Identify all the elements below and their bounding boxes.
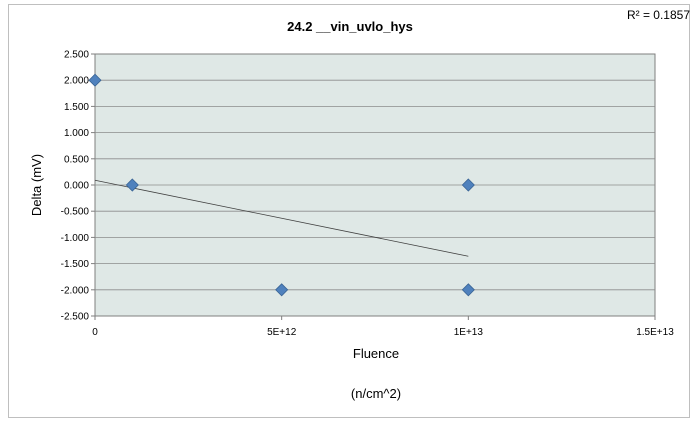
x-tick-label: 0 (92, 327, 98, 338)
y-tick-label: 1.500 (64, 102, 89, 113)
y-tick-label: -2.500 (61, 312, 90, 323)
x-axis-unit-label: (n/cm^2) (351, 386, 401, 401)
chart-title: 24.2 __vin_uvlo_hys (287, 19, 413, 34)
x-tick-label: 1.5E+13 (636, 327, 674, 338)
data-point-marker (461, 283, 475, 297)
data-point-marker (275, 283, 289, 297)
data-point-marker (88, 73, 102, 87)
y-tick-label: 1.000 (64, 128, 89, 139)
r-squared-label: R² = 0.1857 (627, 8, 690, 22)
y-tick-label: -2.000 (61, 285, 90, 296)
y-tick-label: 0.000 (64, 181, 89, 192)
data-point-marker (125, 178, 139, 192)
y-tick-label: -1.000 (61, 233, 90, 244)
x-tick-label: 1E+13 (454, 327, 484, 338)
x-tick-label: 5E+12 (267, 327, 297, 338)
trendline (94, 179, 469, 257)
y-tick-label: 2.500 (64, 50, 89, 61)
y-tick-label: 0.500 (64, 154, 89, 165)
grid-lines (95, 79, 655, 291)
y-axis-label: Delta (mV) (29, 154, 44, 216)
y-tick-label: -0.500 (61, 207, 90, 218)
y-tick-labels: 2.500 2.000 1.500 1.000 0.500 0.000 -0.500 -1.0… (61, 50, 95, 323)
data-point-marker (461, 178, 475, 192)
y-tick-label: -1.500 (61, 259, 90, 270)
x-axis-label: Fluence (353, 346, 399, 361)
y-tick-label: 2.000 (64, 76, 89, 87)
data-markers (88, 73, 475, 297)
x-tick-labels: 0 5E+12 1E+13 1.5E+13 (92, 316, 674, 338)
